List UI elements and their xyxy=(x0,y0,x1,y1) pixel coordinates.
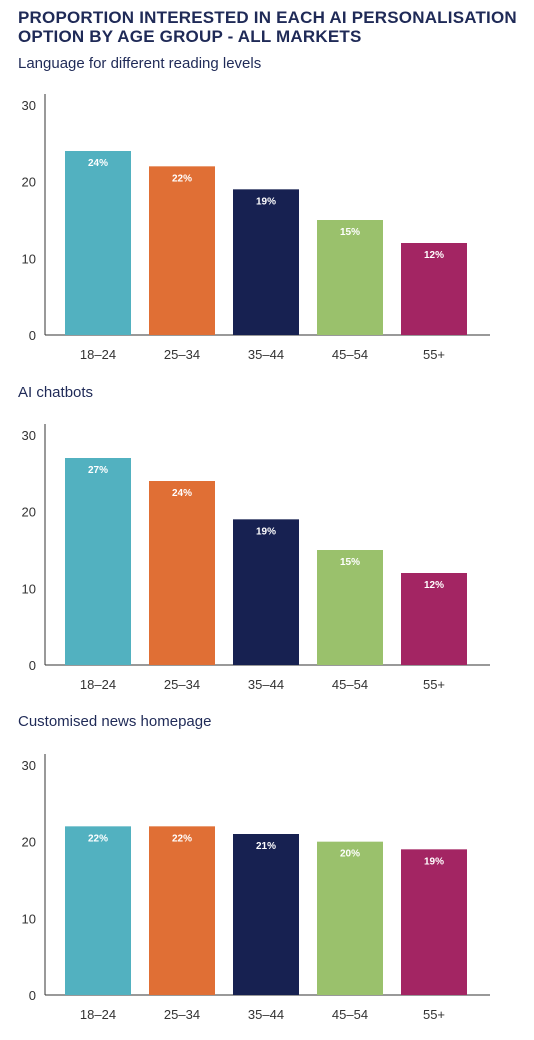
y-tick-label: 0 xyxy=(29,988,36,1003)
x-tick-label: 55+ xyxy=(423,1007,445,1022)
x-tick-label: 35–44 xyxy=(248,1007,284,1022)
bar xyxy=(317,220,383,335)
y-tick-label: 10 xyxy=(22,911,36,926)
x-tick-label: 18–24 xyxy=(80,677,116,692)
bar-value-label: 22% xyxy=(88,833,108,844)
main-title: PROPORTION INTERESTED IN EACH AI PERSONA… xyxy=(18,8,517,46)
bar-value-label: 19% xyxy=(256,526,276,537)
bar xyxy=(149,481,215,665)
y-tick-label: 30 xyxy=(22,758,36,773)
y-tick-label: 30 xyxy=(22,98,36,113)
bar xyxy=(65,826,131,995)
bar-value-label: 12% xyxy=(424,580,444,591)
y-tick-label: 20 xyxy=(22,175,36,190)
bar xyxy=(233,519,299,665)
x-tick-label: 55+ xyxy=(423,347,445,362)
bar-value-label: 21% xyxy=(256,841,276,852)
bar-chart-reading-levels: 0 10 20 30 24% 18–24 22% 25–34 19% 35–44 15% 45–54 1… xyxy=(22,94,490,362)
bar xyxy=(401,849,467,995)
bar-value-label: 22% xyxy=(172,833,192,844)
bar-value-label: 24% xyxy=(88,158,108,169)
bar-chart-customised-homepage: 0 10 20 30 22% 18–24 22% 25–34 21% 35–44 20% 45–54 1… xyxy=(22,754,490,1022)
bar-value-label: 12% xyxy=(424,250,444,261)
bar-value-label: 22% xyxy=(172,173,192,184)
x-tick-label: 45–54 xyxy=(332,1007,368,1022)
bar xyxy=(65,151,131,335)
bar xyxy=(401,243,467,335)
bar xyxy=(233,834,299,995)
y-tick-label: 10 xyxy=(22,251,36,266)
x-tick-label: 18–24 xyxy=(80,347,116,362)
y-tick-label: 10 xyxy=(22,581,36,596)
bar xyxy=(317,841,383,995)
y-tick-label: 0 xyxy=(29,658,36,673)
y-tick-label: 0 xyxy=(29,328,36,343)
x-tick-label: 45–54 xyxy=(332,347,368,362)
bar xyxy=(65,458,131,665)
bar xyxy=(233,189,299,335)
bar xyxy=(149,166,215,335)
y-tick-label: 20 xyxy=(22,835,36,850)
x-tick-label: 25–34 xyxy=(164,1007,200,1022)
x-tick-label: 25–34 xyxy=(164,677,200,692)
bar xyxy=(149,826,215,995)
chart-title-reading-levels: Language for different reading levels xyxy=(18,55,262,72)
x-tick-label: 25–34 xyxy=(164,347,200,362)
bar-value-label: 20% xyxy=(340,849,360,860)
bar xyxy=(401,573,467,665)
bar-value-label: 15% xyxy=(340,227,360,238)
x-tick-label: 18–24 xyxy=(80,1007,116,1022)
y-tick-label: 20 xyxy=(22,505,36,520)
y-tick-label: 30 xyxy=(22,428,36,443)
bar-value-label: 15% xyxy=(340,557,360,568)
bar-value-label: 24% xyxy=(172,488,192,499)
chart-title-customised-homepage: Customised news homepage xyxy=(18,713,212,730)
bar xyxy=(317,550,383,665)
x-tick-label: 55+ xyxy=(423,677,445,692)
x-tick-label: 45–54 xyxy=(332,677,368,692)
x-tick-label: 35–44 xyxy=(248,677,284,692)
x-tick-label: 35–44 xyxy=(248,347,284,362)
chart-title-ai-chatbots: AI chatbots xyxy=(18,384,94,401)
bar-value-label: 19% xyxy=(256,196,276,207)
bar-chart-ai-chatbots: 0 10 20 30 27% 18–24 24% 25–34 19% 35–44 15% 45–54 1… xyxy=(22,424,490,692)
bar-value-label: 19% xyxy=(424,856,444,867)
bar-value-label: 27% xyxy=(88,465,108,476)
